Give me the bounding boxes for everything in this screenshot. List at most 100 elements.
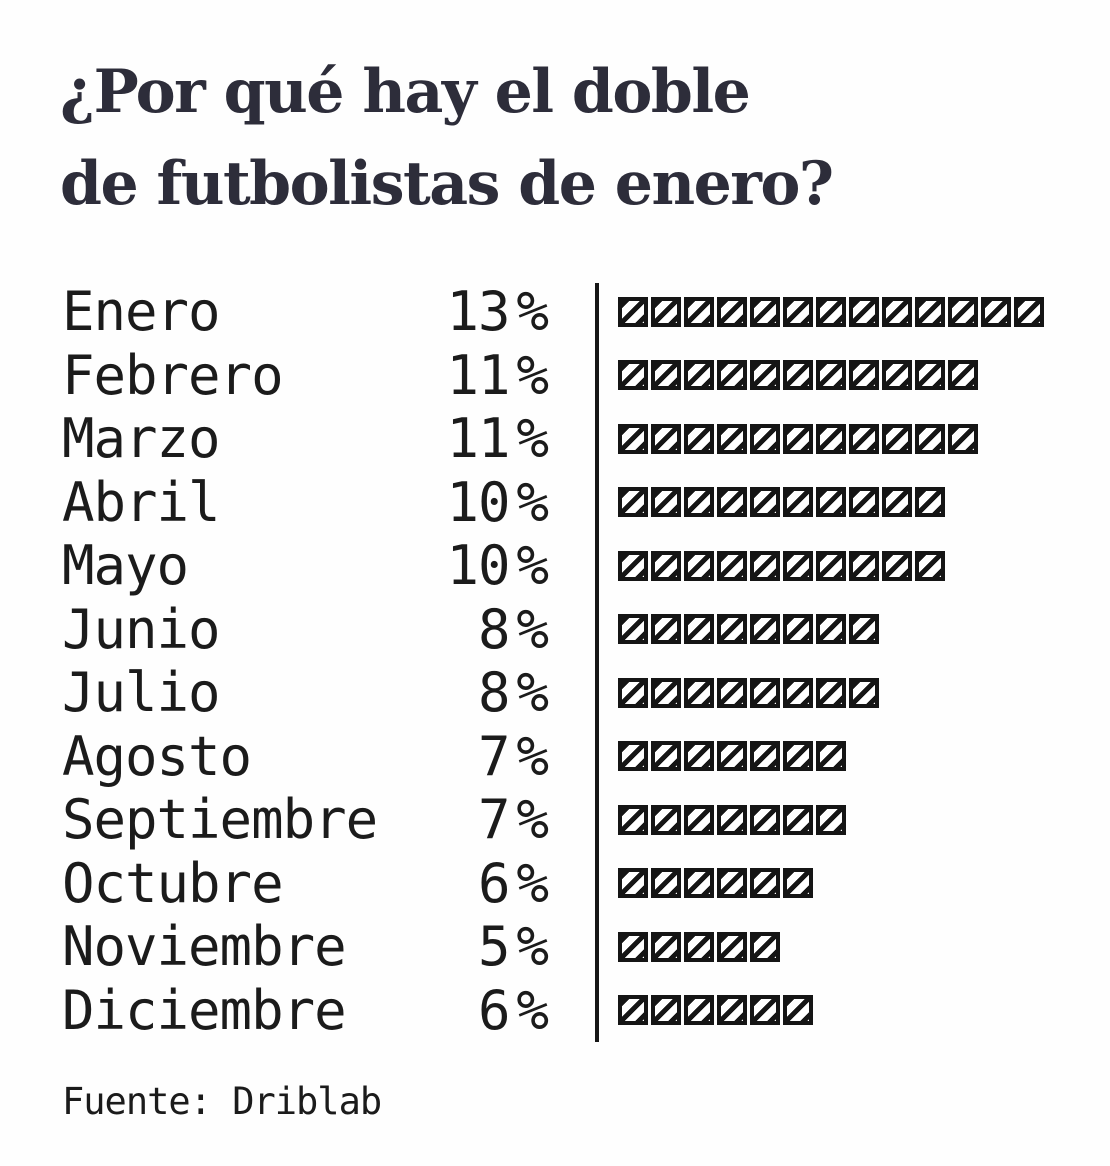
pictogram-bar: [618, 804, 1110, 835]
percent-value: 6 %: [352, 852, 549, 915]
striped-square-icon: [684, 868, 714, 899]
striped-square-icon: [816, 614, 846, 645]
chart-row: Marzo 11 %: [0, 407, 1110, 471]
striped-square-icon: [783, 995, 813, 1026]
striped-square-icon: [651, 550, 681, 581]
percent-number: 11: [446, 407, 510, 471]
month-label: Abril: [62, 470, 221, 534]
striped-square-icon: [816, 550, 846, 581]
chart-title-line1: ¿Por qué hay el doble: [60, 57, 751, 127]
percent-number: 10: [446, 470, 510, 534]
striped-square-icon: [882, 487, 912, 518]
striped-square-icon: [882, 423, 912, 454]
percent-value: 6 %: [352, 978, 549, 1042]
striped-square-icon: [717, 487, 747, 518]
striped-square-icon: [750, 677, 780, 708]
striped-square-icon: [750, 360, 780, 391]
striped-square-icon: [750, 550, 780, 581]
percent-number: 13: [446, 280, 510, 344]
pictogram-bar: [618, 677, 1110, 708]
striped-square-icon: [618, 487, 648, 518]
percent-sign: %: [516, 534, 549, 598]
striped-square-icon: [717, 677, 747, 708]
chart-row: Enero 13 %: [0, 280, 1110, 344]
striped-square-icon: [618, 741, 648, 772]
striped-square-icon: [684, 931, 714, 962]
percent-number: 5: [477, 915, 511, 979]
percent-value: 10 %: [352, 534, 549, 598]
striped-square-icon: [651, 487, 681, 518]
pictogram-bar: [618, 550, 1110, 581]
striped-square-icon: [717, 550, 747, 581]
month-label: Junio: [62, 597, 221, 661]
striped-square-icon: [750, 423, 780, 454]
chart-row: Abril 10 %: [0, 471, 1110, 535]
percent-value: 7 %: [352, 725, 549, 788]
percent-sign: %: [516, 661, 549, 725]
chart-row: Agosto 7 %: [0, 725, 1110, 789]
striped-square-icon: [849, 296, 879, 327]
month-label: Octubre: [62, 851, 284, 915]
striped-square-icon: [915, 487, 945, 518]
month-label: Febrero: [62, 343, 284, 407]
striped-square-icon: [651, 423, 681, 454]
striped-square-icon: [684, 741, 714, 772]
striped-square-icon: [849, 677, 879, 708]
striped-square-icon: [651, 804, 681, 835]
striped-square-icon: [651, 995, 681, 1026]
striped-square-icon: [915, 296, 945, 327]
striped-square-icon: [750, 804, 780, 835]
striped-square-icon: [684, 423, 714, 454]
striped-square-icon: [816, 677, 846, 708]
percent-number: 6: [477, 978, 511, 1042]
percent-sign: %: [516, 407, 549, 471]
month-label: Septiembre: [62, 788, 378, 852]
striped-square-icon: [750, 868, 780, 899]
striped-square-icon: [618, 360, 648, 391]
chart-title-line2: de futbolistas de enero?: [60, 149, 834, 219]
chart-row: Octubre 6 %: [0, 852, 1110, 916]
percent-value: 13 %: [352, 280, 549, 344]
striped-square-icon: [651, 741, 681, 772]
striped-square-icon: [849, 360, 879, 391]
striped-square-icon: [750, 931, 780, 962]
striped-square-icon: [651, 677, 681, 708]
month-label: Julio: [62, 661, 221, 725]
striped-square-icon: [717, 614, 747, 645]
percent-value: 5 %: [352, 915, 549, 979]
percent-value: 8 %: [352, 598, 549, 661]
striped-square-icon: [882, 360, 912, 391]
pictogram-bar: [618, 868, 1110, 899]
percent-number: 7: [477, 788, 511, 852]
striped-square-icon: [948, 296, 978, 327]
striped-square-icon: [651, 931, 681, 962]
striped-square-icon: [684, 804, 714, 835]
percent-value: 7 %: [352, 788, 549, 852]
chart-row: Mayo 10 %: [0, 534, 1110, 598]
striped-square-icon: [783, 868, 813, 899]
percent-value: 11 %: [352, 343, 549, 407]
striped-square-icon: [816, 741, 846, 772]
striped-square-icon: [849, 487, 879, 518]
percent-sign: %: [516, 343, 549, 407]
striped-square-icon: [618, 550, 648, 581]
pictogram-chart: Enero 13 % Febrero 11 % Marzo 11 % Abril…: [0, 280, 1110, 1042]
striped-square-icon: [882, 550, 912, 581]
chart-row: Febrero 11 %: [0, 344, 1110, 408]
striped-square-icon: [816, 804, 846, 835]
striped-square-icon: [783, 296, 813, 327]
month-label: Noviembre: [62, 915, 347, 979]
striped-square-icon: [651, 868, 681, 899]
striped-square-icon: [816, 360, 846, 391]
striped-square-icon: [651, 360, 681, 391]
striped-square-icon: [849, 550, 879, 581]
striped-square-icon: [948, 360, 978, 391]
month-label: Mayo: [62, 534, 189, 598]
chart-row: Julio 8 %: [0, 661, 1110, 725]
chart-title: ¿Por qué hay el doble de futbolistas de …: [60, 46, 834, 230]
striped-square-icon: [717, 423, 747, 454]
striped-square-icon: [717, 360, 747, 391]
percent-value: 11 %: [352, 407, 549, 471]
striped-square-icon: [750, 741, 780, 772]
